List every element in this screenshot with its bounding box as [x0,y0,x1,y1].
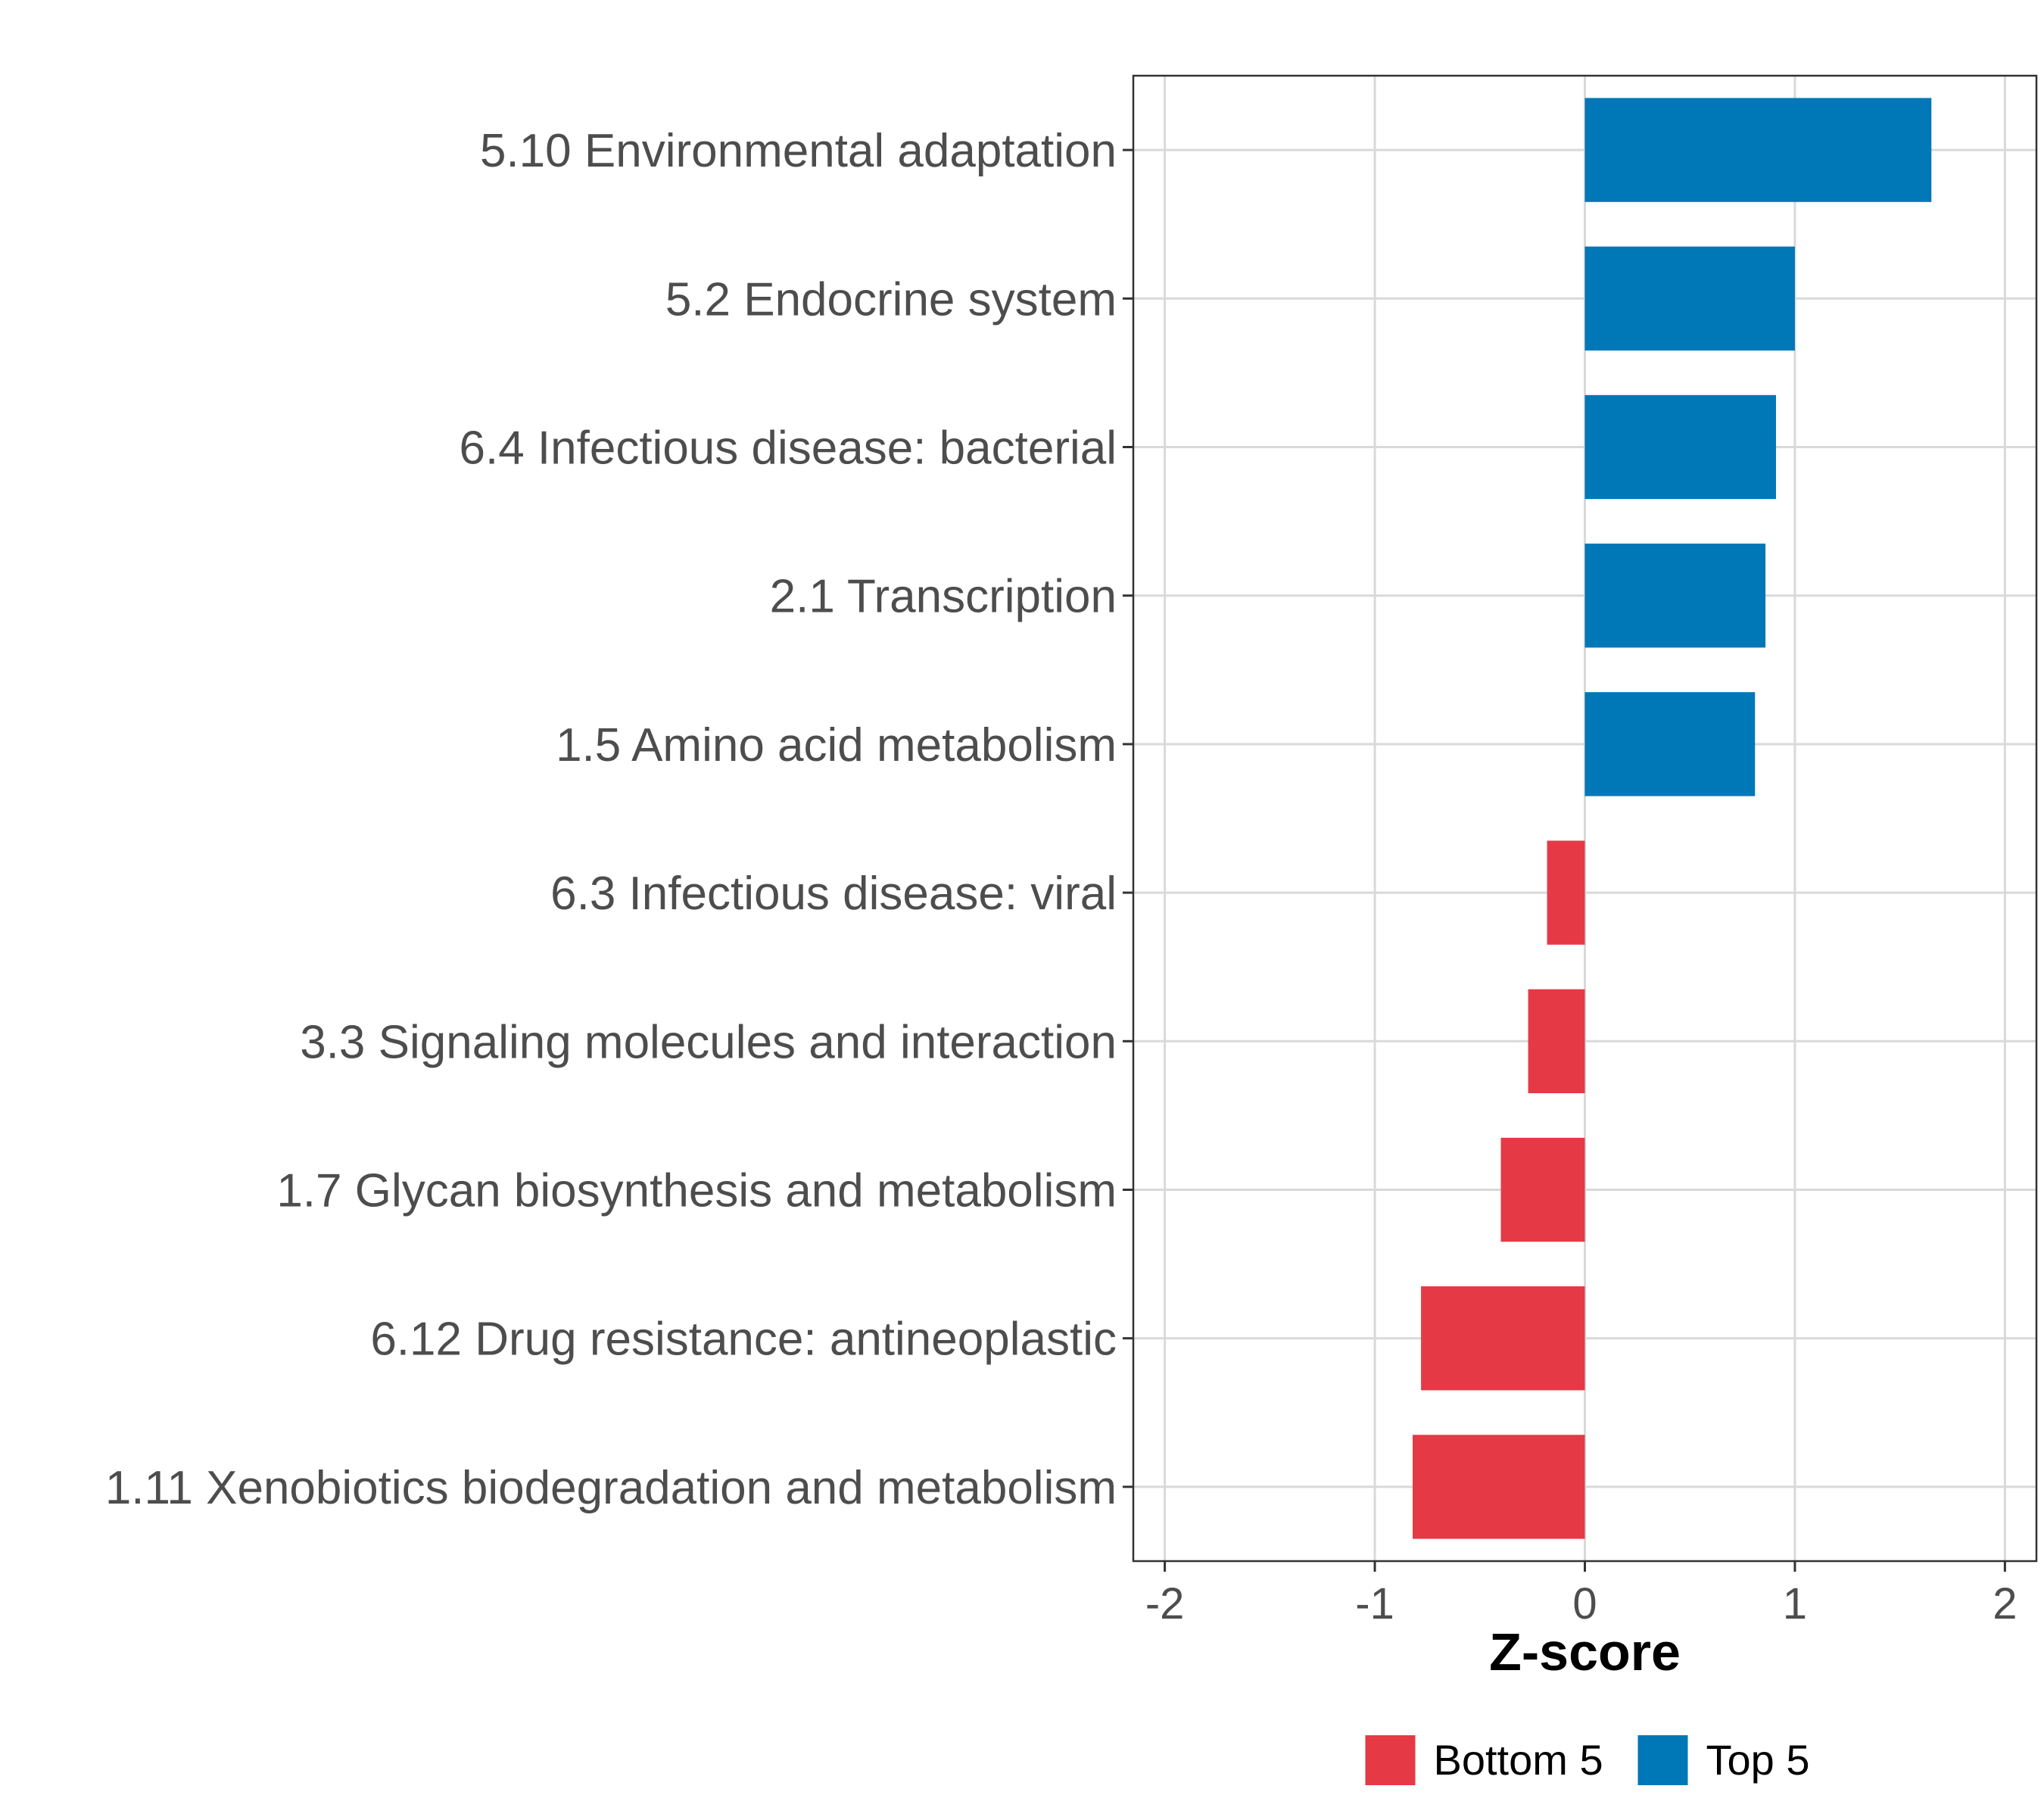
x-tick-label: 2 [1993,1579,2017,1628]
y-tick-label: 6.3 Infectious disease: viral [550,868,1117,920]
x-axis: -2 -1 0 1 2 [1145,1561,2018,1628]
bar-8 [1500,1137,1585,1242]
bar-5 [1584,692,1756,796]
y-tick-label: 3.3 Signaling molecules and interaction [300,1016,1117,1068]
y-tick-label: 1.5 Amino acid metabolism [556,719,1117,771]
x-tick-label: -2 [1145,1579,1185,1628]
x-tick-label: 0 [1572,1579,1597,1628]
x-tick-label: 1 [1783,1579,1807,1628]
bar-7 [1528,989,1585,1093]
legend-swatch [1365,1735,1416,1785]
x-axis-title: Z-score [1489,1622,1681,1681]
bar-2 [1584,246,1795,351]
bar-9 [1421,1286,1585,1391]
bar-6 [1547,840,1585,945]
bar-3 [1584,394,1776,500]
y-axis: 5.10 Environmental adaptation 5.2 Endocri… [105,125,1133,1514]
legend-label: Top 5 [1706,1736,1810,1784]
y-tick-label: 5.2 Endocrine system [665,273,1117,326]
y-tick-label: 2.1 Transcription [770,571,1117,623]
bars [1412,98,1932,1539]
bar-4 [1584,544,1766,648]
legend-label: Bottom 5 [1434,1736,1603,1784]
y-tick-label: 1.7 Glycan biosynthesis and metabolism [276,1165,1117,1217]
bar-10 [1412,1435,1585,1539]
y-tick-label: 5.10 Environmental adaptation [480,125,1117,177]
legend: Bottom 5 Top 5 [1365,1735,1810,1785]
y-tick-label: 6.12 Drug resistance: antineoplastic [370,1314,1117,1366]
bar-1 [1584,98,1932,202]
y-tick-label: 1.11 Xenobiotics biodegradation and meta… [105,1462,1117,1514]
legend-swatch [1637,1735,1688,1785]
y-tick-label: 6.4 Infectious disease: bacterial [459,422,1117,475]
x-tick-label: -1 [1355,1579,1394,1628]
